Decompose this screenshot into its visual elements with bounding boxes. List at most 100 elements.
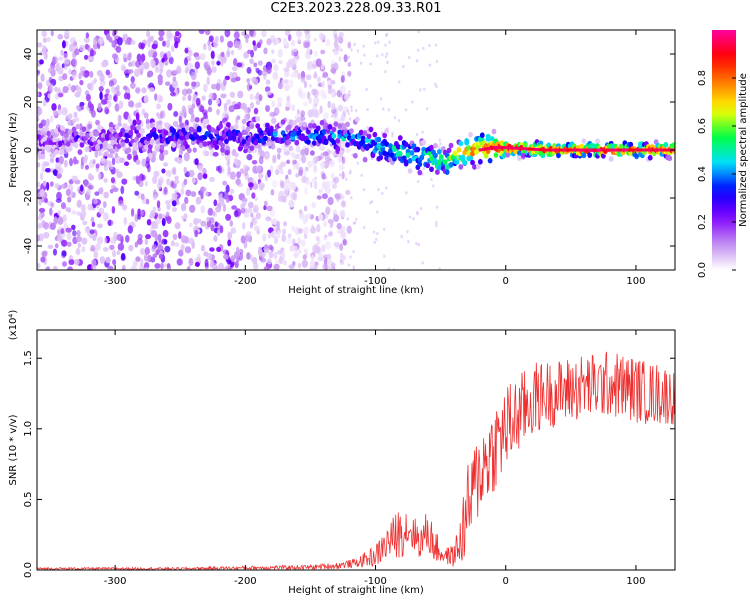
heatmap-cell: [138, 42, 143, 49]
heatmap-cell: [216, 246, 222, 253]
heatmap-cell: [155, 249, 159, 256]
heatmap-cell: [512, 146, 516, 150]
heatmap-cell: [52, 56, 56, 66]
heatmap-cell: [286, 95, 291, 103]
heatmap-cell: [601, 148, 605, 152]
heatmap-cell: [188, 127, 194, 133]
heatmap-cell: [120, 253, 126, 261]
heatmap-cell: [186, 147, 192, 154]
heatmap-cell: [393, 116, 397, 120]
heatmap-cell: [185, 189, 192, 197]
heatmap-cell: [84, 43, 89, 50]
heatmap-cell: [304, 41, 311, 48]
heatmap-cell: [363, 53, 366, 57]
heatmap-cell: [103, 237, 108, 244]
heatmap-cell: [132, 150, 138, 156]
heatmap-cell: [650, 148, 654, 152]
heatmap-cell: [98, 85, 104, 92]
heatmap-cell: [37, 181, 41, 188]
heatmap-cell: [366, 125, 369, 129]
heatmap-cell: [438, 138, 441, 142]
heatmap-cell: [266, 205, 273, 212]
heatmap-cell: [434, 43, 438, 47]
heatmap-cell: [313, 51, 319, 57]
heatmap-cell: [42, 45, 47, 54]
heatmap-cell: [158, 213, 163, 220]
heatmap-cell: [332, 88, 336, 94]
heatmap-cell: [48, 67, 54, 74]
heatmap-cell: [251, 192, 256, 199]
heatmap-cell: [178, 249, 184, 257]
heatmap-cell: [311, 202, 316, 209]
heatmap-cell: [464, 138, 470, 144]
heatmap-cell: [85, 32, 90, 39]
heatmap-cell: [188, 107, 194, 115]
heatmap-cell: [286, 139, 292, 145]
heatmap-cell: [298, 209, 303, 215]
heatmap-cell: [284, 30, 290, 37]
heatmap-cell: [263, 205, 267, 211]
heatmap-cell: [275, 169, 280, 176]
heatmap-cell: [304, 187, 308, 196]
heatmap-cell: [187, 94, 192, 102]
heatmap-cell: [141, 42, 146, 49]
heatmap-cell: [474, 149, 479, 155]
heatmap-cell: [619, 148, 623, 152]
heatmap-cell: [103, 191, 110, 199]
heatmap-cell: [241, 31, 248, 36]
heatmap-cell: [81, 246, 86, 253]
heatmap-cell: [258, 173, 264, 179]
heatmap-cell: [252, 40, 256, 46]
heatmap-cell: [385, 186, 388, 190]
heatmap-cell: [395, 143, 401, 150]
heatmap-cell: [144, 267, 148, 270]
heatmap-cell: [261, 70, 268, 77]
heatmap-cell: [304, 147, 309, 154]
heatmap-cell: [340, 140, 347, 149]
heatmap-cell: [417, 161, 423, 167]
heatmap-cell: [114, 103, 120, 112]
heatmap-cell: [315, 236, 320, 242]
heatmap-cell: [43, 51, 48, 60]
heatmap-cell: [397, 135, 403, 141]
heatmap-cell: [198, 30, 205, 35]
heatmap-cell: [324, 176, 328, 180]
heatmap-cell: [47, 244, 54, 250]
heatmap-cell: [265, 216, 272, 222]
heatmap-cell: [123, 216, 128, 226]
heatmap-cell: [61, 250, 67, 257]
heatmap-cell: [135, 86, 141, 95]
heatmap-cell: [243, 211, 250, 218]
heatmap-cell: [346, 109, 349, 113]
heatmap-cell: [313, 109, 320, 118]
heatmap-cell: [246, 66, 252, 74]
heatmap-cell: [203, 83, 208, 93]
heatmap-cell: [303, 226, 309, 235]
heatmap-cell: [238, 252, 244, 261]
heatmap-cell: [163, 187, 168, 195]
heatmap-cell: [415, 132, 419, 137]
heatmap-cell: [255, 133, 261, 140]
heatmap-cell: [398, 80, 401, 84]
heatmap-cell: [267, 231, 272, 239]
heatmap-cell: [60, 202, 66, 210]
heatmap-cell: [346, 217, 350, 221]
heatmap-cell: [598, 148, 602, 152]
heatmap-cell: [286, 60, 291, 67]
heatmap-cell: [65, 141, 71, 147]
heatmap-cell: [59, 125, 65, 131]
heatmap-cell: [210, 83, 218, 90]
heatmap-cell: [272, 179, 278, 189]
colorbar-ticks: 0.0 0.2 0.4 0.6 0.8: [697, 70, 736, 278]
heatmap-cell: [56, 191, 62, 201]
heatmap-cell: [479, 132, 485, 138]
heatmap-cell: [435, 84, 438, 89]
heatmap-cell: [220, 266, 226, 270]
colorbar-label: Normalized spectral amplitude: [738, 73, 749, 227]
heatmap-cell: [373, 240, 376, 245]
heatmap-cell: [155, 138, 161, 145]
heatmap-cell: [407, 240, 410, 244]
heatmap-cell: [347, 61, 352, 68]
heatmap-cell: [225, 213, 232, 221]
heatmap-cell: [191, 81, 197, 87]
